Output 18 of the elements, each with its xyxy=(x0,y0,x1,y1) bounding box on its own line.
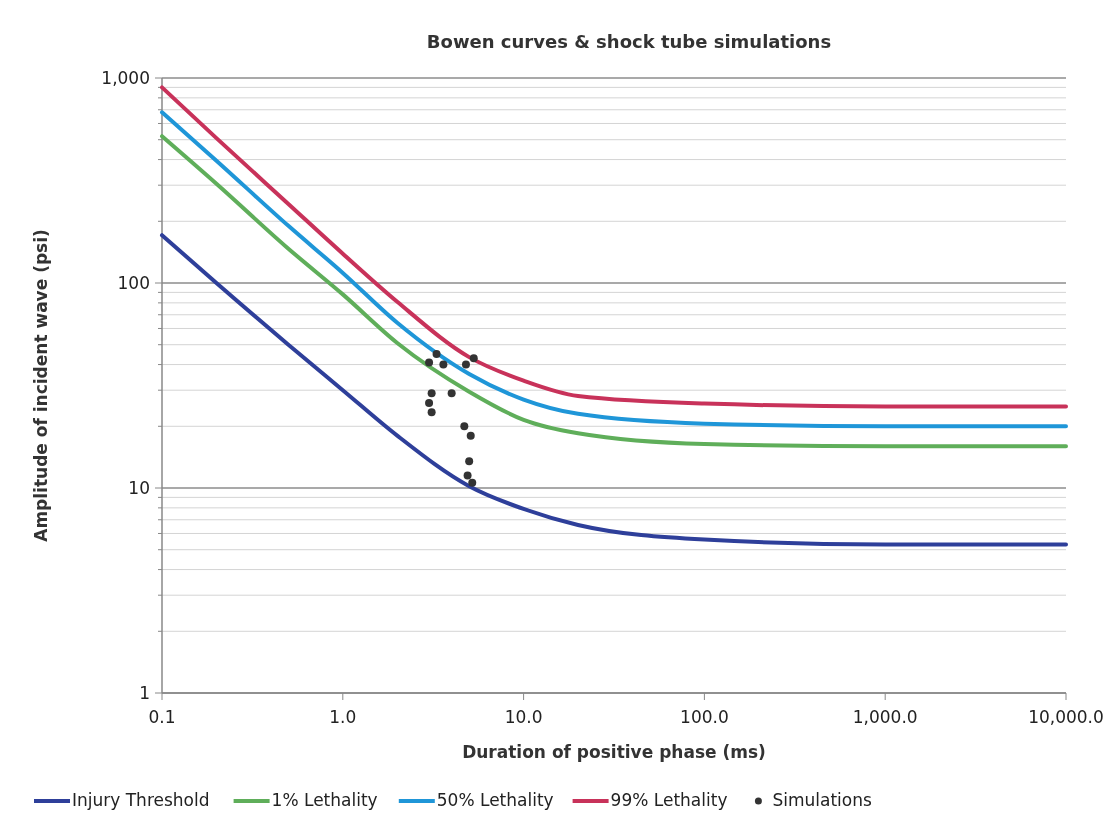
x-tick-label: 1.0 xyxy=(329,707,357,727)
legend-label: Injury Threshold xyxy=(72,790,210,810)
x-tick-label: 100.0 xyxy=(680,707,729,727)
y-tick-label: 100 xyxy=(117,272,150,293)
legend-label: 99% Lethality xyxy=(610,790,728,810)
x-tick-label: 10.0 xyxy=(504,707,543,727)
legend-label: 50% Lethality xyxy=(436,790,554,810)
y-tick-label: 10 xyxy=(128,477,150,498)
legend-label: 1% Lethality xyxy=(271,790,378,810)
y-axis-title: Amplitude of incident wave (psi) xyxy=(31,229,51,542)
x-tick-label: 0.1 xyxy=(148,707,176,727)
legend-label: Simulations xyxy=(772,790,872,810)
x-tick-label: 1,000.0 xyxy=(852,707,918,727)
chart-title: Bowen curves & shock tube simulations xyxy=(426,31,832,52)
x-axis-title: Duration of positive phase (ms) xyxy=(462,742,766,762)
y-tick-label: 1 xyxy=(139,682,150,703)
y-tick-label: 1,000 xyxy=(101,67,150,88)
x-tick-label: 10,000.0 xyxy=(1028,707,1104,727)
